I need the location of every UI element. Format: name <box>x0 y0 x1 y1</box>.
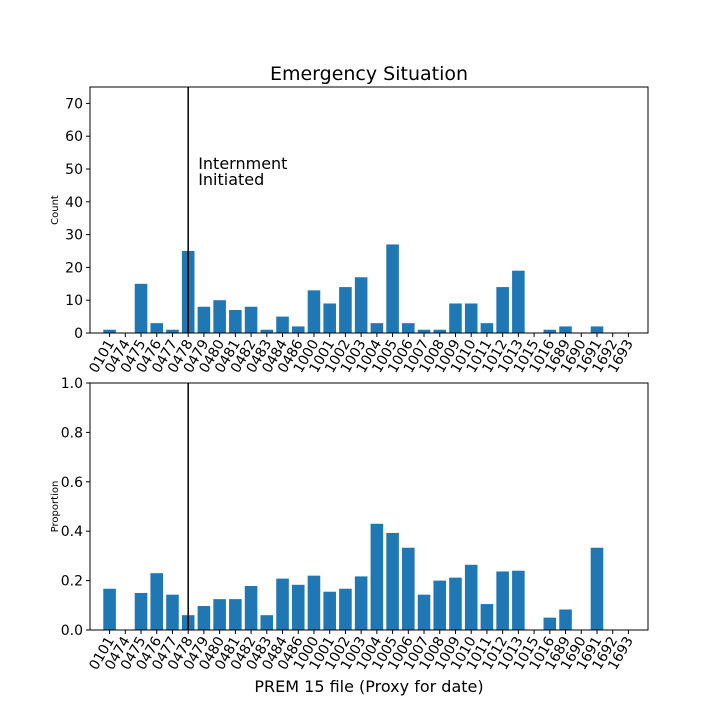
y-tick-label: 60 <box>65 129 83 145</box>
bar <box>166 594 179 630</box>
bar <box>244 586 258 630</box>
bar <box>433 580 447 630</box>
y-tick-label: 0 <box>74 326 83 342</box>
y-tick-label: 0.6 <box>61 475 83 491</box>
bar <box>402 547 415 630</box>
y-tick-label: 0.4 <box>61 524 83 540</box>
bar <box>449 577 462 630</box>
x-axis-label: PREM 15 file (Proxy for date) <box>254 677 483 696</box>
bar <box>402 323 415 333</box>
bar <box>590 547 604 630</box>
bar <box>417 594 431 630</box>
bar <box>496 287 509 333</box>
annotation-line-2: Initiated <box>198 170 264 189</box>
bar <box>464 303 478 333</box>
bar <box>134 592 148 630</box>
y-tick-label: 70 <box>65 96 83 112</box>
y-tick-label: 0.2 <box>61 574 83 590</box>
bar <box>150 573 164 630</box>
bar <box>433 329 447 333</box>
bar <box>197 606 211 630</box>
bar <box>323 591 336 630</box>
bar <box>417 329 431 333</box>
bar <box>512 270 525 333</box>
bar <box>464 564 478 630</box>
bar <box>386 244 399 333</box>
y-tick-label: 30 <box>65 228 83 244</box>
y-tick-label: 50 <box>65 162 83 178</box>
y-tick-label: 0.8 <box>61 425 83 441</box>
y-tick-label: 0.0 <box>61 623 83 639</box>
bar <box>229 310 242 333</box>
bar <box>307 290 321 333</box>
bar <box>590 326 604 333</box>
bar <box>213 599 226 631</box>
y-axis-label: Count <box>50 195 61 225</box>
bar <box>339 588 352 630</box>
bar <box>103 588 116 630</box>
annotation-line-1: Internment <box>198 154 287 173</box>
bar <box>229 599 242 631</box>
y-tick-label: 1.0 <box>61 376 83 392</box>
proportion-panel: 0.00.20.40.60.81.0Proportion010104740475… <box>50 376 649 673</box>
bar <box>386 532 399 630</box>
bar <box>370 323 384 333</box>
bar <box>339 287 352 333</box>
y-tick-label: 40 <box>65 195 83 211</box>
bar <box>323 303 336 333</box>
bar <box>260 329 274 333</box>
bar <box>260 615 274 630</box>
bar <box>150 323 164 333</box>
bar <box>276 578 289 630</box>
bar <box>197 306 211 333</box>
y-tick-label: 10 <box>65 293 83 309</box>
y-axis-label: Proportion <box>50 481 61 533</box>
bar <box>134 283 148 333</box>
chart-title: Emergency Situation <box>270 63 468 85</box>
bar <box>244 306 258 333</box>
bar <box>496 571 509 630</box>
bar <box>291 326 305 333</box>
bar <box>480 323 494 333</box>
bar <box>103 329 116 333</box>
bar <box>512 570 525 630</box>
y-tick-label: 20 <box>65 260 83 276</box>
bar <box>559 609 572 630</box>
bar <box>370 523 384 630</box>
bar <box>307 575 321 630</box>
bar <box>354 576 368 630</box>
bar <box>213 300 226 333</box>
axes-frame <box>89 86 649 334</box>
bar <box>543 329 557 333</box>
bar <box>559 326 572 333</box>
axes-frame <box>89 382 649 631</box>
bar <box>449 303 462 333</box>
bar <box>543 617 557 630</box>
bar <box>354 277 368 333</box>
count-panel: InternmentInitiated010203040506070Count0… <box>50 86 649 376</box>
bar <box>276 316 289 333</box>
bar <box>480 604 494 630</box>
bar <box>291 584 305 630</box>
bar <box>166 329 179 333</box>
